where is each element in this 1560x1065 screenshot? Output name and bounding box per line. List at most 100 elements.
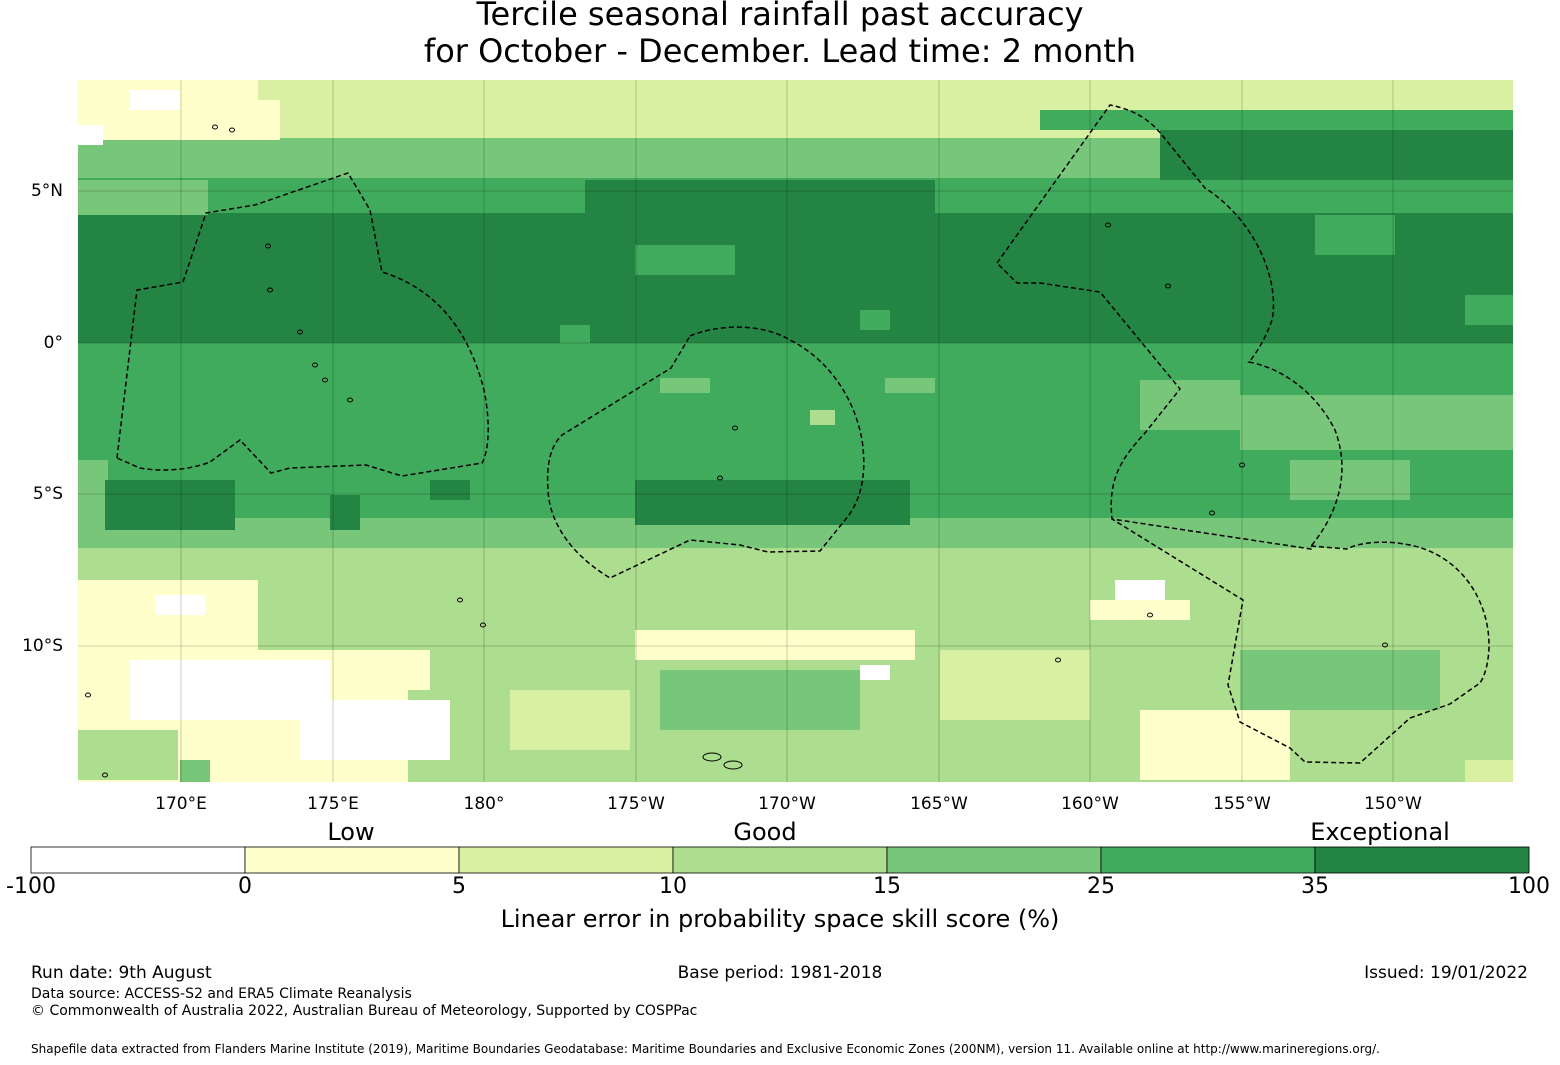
skill-score-map (78, 80, 1513, 782)
raster-patch-40 (860, 665, 890, 680)
raster-patch-11 (1315, 215, 1395, 255)
lat-label-5s: 5°S (32, 484, 63, 504)
island-9 (1165, 283, 1171, 289)
island-7 (717, 475, 723, 481)
lon-label-165w: 165°W (910, 794, 968, 814)
raster-band-3 (78, 213, 1513, 343)
raster-patch-23 (105, 480, 235, 530)
raster-patch-2 (78, 125, 103, 145)
lat-label-10s: 10°S (22, 636, 63, 656)
colorbar-label: Linear error in probability space skill … (500, 905, 1060, 933)
eez-boundary-kiribati-phoenix (546, 326, 865, 579)
raster-patch-1 (130, 90, 180, 110)
island-21 (1382, 642, 1388, 648)
island-11 (1147, 612, 1153, 618)
island-14 (102, 772, 108, 778)
data-source: Data source: ACCESS-S2 and ERA5 Climate … (31, 986, 412, 1002)
raster-patch-17 (810, 410, 835, 425)
colorbar-tick-100: 100 (1508, 874, 1550, 899)
colorbar (30, 846, 1530, 874)
shapefile-credit: Shapefile data extracted from Flanders M… (31, 1042, 1380, 1056)
eez-boundary-cook-islands (1111, 518, 1490, 764)
colorbar-tick-35: 35 (1301, 874, 1329, 899)
island-20 (1055, 657, 1061, 663)
lon-label-160w: 160°W (1061, 794, 1119, 814)
map-gridlines (78, 80, 1513, 782)
colorbar-tick-10: 10 (659, 874, 687, 899)
island-5 (265, 243, 271, 249)
map-title-line-1: Tercile seasonal rainfall past accuracy (476, 0, 1084, 33)
colorbar-segment-4 (886, 846, 1102, 874)
lon-label-150w: 150°W (1364, 794, 1422, 814)
raster-band-4 (78, 343, 1513, 403)
raster-patch-15 (860, 310, 890, 330)
lon-label-175e: 175°E (307, 794, 359, 814)
eez-boundary-kiribati-line (996, 104, 1343, 550)
colorbar-tick-minus100: -100 (6, 874, 56, 899)
colorbar-tick-25: 25 (1087, 874, 1115, 899)
eez-boundaries (116, 104, 1490, 764)
raster-patch-30 (130, 660, 330, 720)
colorbar-tick-5: 5 (452, 874, 466, 899)
run-date: Run date: 9th August (31, 963, 212, 983)
lat-label-0: 0° (43, 333, 63, 353)
map-title-line-2: for October - December. Lead time: 2 mon… (423, 32, 1137, 70)
raster-patch-3 (180, 100, 280, 140)
eez-boundary-kiribati-gilbert (116, 172, 489, 477)
colorbar-segment-6 (1314, 846, 1530, 874)
island-10 (1209, 510, 1215, 516)
island-6 (732, 425, 738, 431)
raster-patch-10 (585, 180, 935, 215)
colorbar-segment-5 (1100, 846, 1316, 874)
island-19 (480, 622, 486, 628)
raster-patch-28 (155, 595, 205, 615)
raster-patch-16 (660, 378, 710, 393)
raster-patch-46 (1465, 760, 1513, 782)
raster-patch-5 (1090, 80, 1240, 100)
raster-patch-33 (635, 630, 915, 660)
lon-label-180: 180° (463, 794, 505, 814)
raster-patch-41 (660, 670, 860, 730)
raster-patch-42 (510, 690, 630, 750)
raster-patch-12 (635, 245, 735, 275)
raster-patch-34 (1090, 600, 1190, 620)
island-15 (85, 692, 91, 698)
raster-patch-18 (885, 378, 935, 393)
raster-band-8 (78, 548, 1513, 598)
island-16 (229, 127, 235, 133)
raster-patch-20 (1240, 395, 1513, 450)
issued-date: Issued: 19/01/2022 (1364, 963, 1528, 983)
colorbar-segment-3 (672, 846, 888, 874)
raster-patch-24 (635, 480, 910, 525)
base-period: Base period: 1981-2018 (677, 963, 883, 983)
raster-patch-44 (960, 730, 1090, 770)
raster-patch-26 (430, 480, 470, 500)
raster-patch-25 (330, 495, 360, 530)
raster-patch-36 (1140, 710, 1290, 780)
raster-patch-13 (1465, 295, 1513, 325)
island-4 (347, 397, 353, 403)
island-13 (723, 760, 743, 770)
lon-label-175w: 175°W (607, 794, 665, 814)
copyright: © Commonwealth of Australia 2022, Austra… (31, 1003, 698, 1019)
raster-patch-4 (408, 90, 638, 120)
raster-patch-32 (330, 650, 430, 690)
category-low: Low (327, 818, 375, 846)
raster-patch-19 (1140, 380, 1240, 430)
raster-patch-37 (1240, 650, 1440, 710)
skill-raster-patches (78, 80, 1513, 782)
raster-patch-8 (1160, 130, 1513, 180)
island-18 (457, 597, 463, 603)
island-8 (1105, 222, 1111, 228)
lat-label-5n: 5°N (30, 181, 63, 201)
island-3 (322, 377, 328, 383)
colorbar-segment-2 (458, 846, 674, 874)
raster-patch-31 (300, 700, 450, 760)
category-exceptional: Exceptional (1310, 818, 1450, 846)
island-2 (312, 362, 318, 368)
raster-patch-9 (78, 180, 208, 215)
island-22 (1239, 462, 1245, 468)
island-outlines (85, 124, 1388, 778)
island-1 (297, 329, 303, 335)
lon-label-155w: 155°W (1213, 794, 1271, 814)
